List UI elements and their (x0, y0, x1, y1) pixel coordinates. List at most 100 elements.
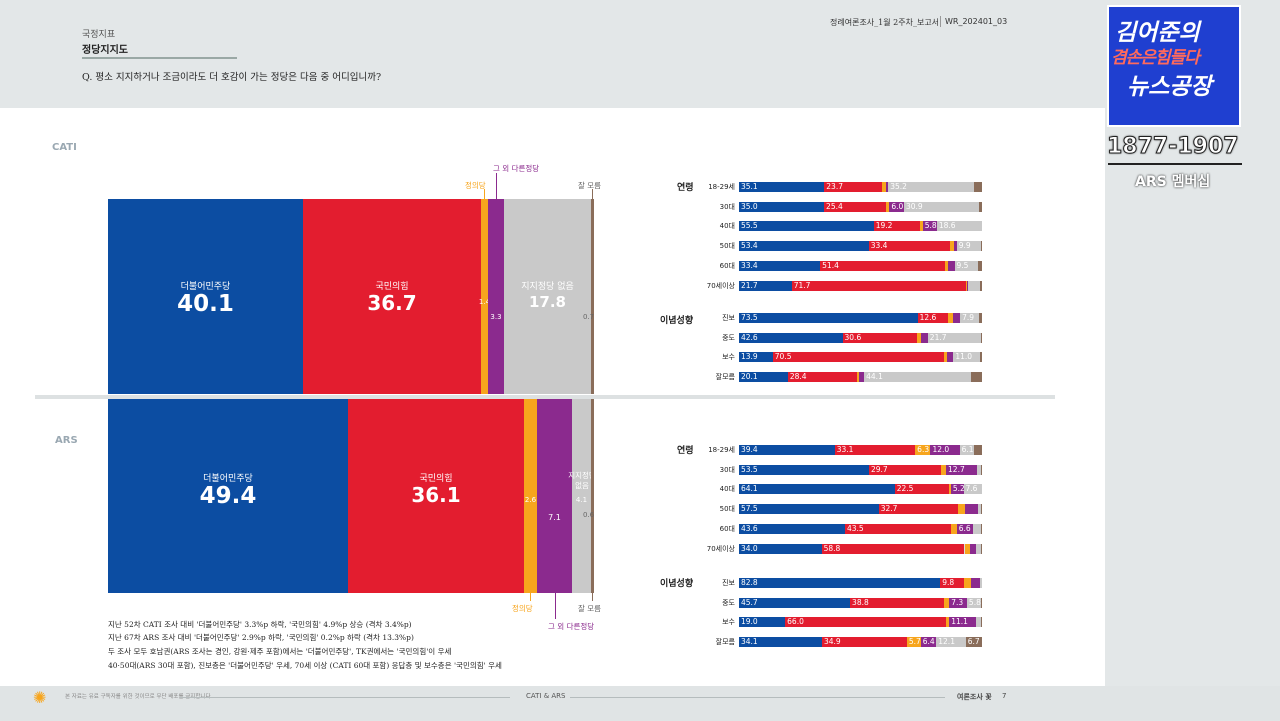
cati-age-row-bar: 35.1 23.7 35.2 (739, 182, 982, 192)
phone-number: 1877-1907 (1107, 134, 1240, 160)
logo-line1: 김어준의 (1115, 20, 1200, 46)
cati-ideology-segment (842, 333, 917, 343)
cati-section-label: CATI (52, 142, 77, 153)
ars-ideology-segment (944, 598, 950, 608)
ars-ideology-value-label: 7.3 (951, 598, 964, 607)
ars-ideology-group-label: 이념성향 (660, 579, 694, 589)
cati-ideology-segment (772, 352, 945, 362)
ars-ideology-value-label: 12.1 (938, 637, 955, 646)
note-3: 두 조사 모두 호남권(ARS 조사는 경인, 강원·제주 포함)에서는 '더불… (108, 647, 452, 656)
ars-justice-value: 2.6 (524, 496, 537, 504)
ars-age-value-label: 5.2 (952, 484, 965, 493)
cati-age-segment (945, 261, 949, 271)
cati-age-row-label: 70세이상 (706, 282, 735, 290)
cati-age-value-label: 18.6 (938, 221, 956, 230)
ars-ideology-segment (945, 617, 950, 627)
ars-ideology-segment (980, 578, 982, 588)
ars-ideology-value-label: 82.8 (741, 578, 758, 587)
cati-age-segment (980, 241, 982, 251)
ars-ideology-segment (920, 637, 937, 647)
ars-age-segment (976, 544, 981, 554)
ars-none-value: 4.1 (575, 496, 588, 504)
ars-ideology-value-label: 45.7 (741, 598, 758, 607)
ars-age-segment (834, 445, 916, 455)
cati-age-segment (739, 221, 874, 231)
cati-ideology-value-label: 73.5 (741, 313, 758, 322)
ars-age-segment (894, 484, 950, 494)
note-1: 지난 52차 CATI 조사 대비 '더불어민주당' 3.3%p 하락, '국민… (108, 620, 412, 629)
cati-age-segment (920, 221, 923, 231)
cati-age-value-label: 35.1 (741, 182, 758, 191)
cati-ideology-segment (739, 333, 843, 343)
cati-age-segment (888, 182, 974, 192)
cati-ideology-segment (948, 313, 954, 323)
cati-age-segment (739, 241, 869, 251)
ars-ideology-segment (936, 637, 966, 647)
ars-age-segment (963, 484, 982, 494)
title-underline (82, 57, 237, 59)
ars-age-segment (821, 544, 965, 554)
cati-age-value-label: 51.4 (822, 261, 839, 270)
cati-age-segment (791, 281, 966, 291)
report-code: WR_202401_03 (945, 17, 1008, 26)
ars-ideology-segment (966, 598, 982, 608)
cati-ideology-value-label: 12.6 (919, 313, 937, 322)
cati-justice-segment: 1.4 (479, 199, 490, 394)
ars-age-value-label: 58.8 (823, 544, 841, 553)
cati-ideology-value-label: 44.1 (866, 372, 883, 381)
cati-age-value-label: 19.2 (875, 221, 893, 230)
ars-age-row-bar: 34.0 58.8 (739, 544, 982, 554)
ars-dontknow-value: 0.6 (583, 511, 595, 519)
ars-other-legend: 그 외 다른정당 (548, 622, 595, 631)
ars-other-segment: 7.1 (537, 399, 572, 593)
cati-justice-legend: 정의당 (465, 181, 486, 190)
phone-underline (1108, 163, 1242, 165)
ars-age-segment (976, 465, 981, 475)
ars-ideology-value-label: 5.8 (968, 598, 981, 607)
cati-democratic-segment: 더불어민주당 40.1 (108, 199, 303, 394)
cati-age-value-label: 5.8 (924, 221, 937, 230)
survey-question: Q. 평소 지지하거나 조금이라도 더 호감이 가는 정당은 다음 중 어디입니… (82, 72, 382, 83)
footer-brand: 여론조사 꽃 (957, 693, 992, 701)
ars-democratic-segment: 더불어민주당 49.4 (108, 399, 348, 593)
page-number: 7 (1002, 692, 1007, 700)
cati-ideology-segment (953, 352, 981, 362)
ars-ideology-segment (906, 637, 921, 647)
cati-age-segment (936, 221, 982, 231)
cati-age-segment (820, 261, 946, 271)
cati-age-value-label: 35.0 (741, 202, 758, 211)
cati-ideology-segment (916, 333, 921, 343)
ars-ideology-value-label: 34.1 (741, 637, 758, 646)
cati-age-segment (885, 182, 889, 192)
ars-ideology-value-label: 34.9 (823, 637, 841, 646)
cati-ideology-row-bar: 20.1 28.4 44.1 (739, 372, 982, 382)
ars-ideology-segment (949, 598, 967, 608)
ars-ideology-row-bar: 19.0 66.0 11.1 (739, 617, 982, 627)
cati-ideology-value-label: 11.0 (955, 352, 973, 361)
cati-ideology-segment (979, 313, 982, 323)
cati-age-row-bar: 35.0 25.4 6.0 30.9 (739, 202, 982, 212)
cati-ideology-segment (927, 333, 981, 343)
ars-ideology-segment (739, 617, 786, 627)
ars-age-segment (977, 504, 981, 514)
cati-ideology-segment (859, 372, 865, 382)
cati-age-row-bar: 33.4 51.4 9.5 (739, 261, 982, 271)
logo-line2: 겸손은힘들다 (1111, 48, 1200, 68)
header-divider (940, 16, 941, 27)
cati-age-segment (739, 281, 792, 291)
ars-age-value-label: 12.0 (932, 445, 950, 454)
cati-age-row-label: 30대 (719, 203, 735, 211)
ars-ideology-value-label: 38.8 (852, 598, 869, 607)
side-band (1105, 108, 1280, 686)
cati-ppp-segment: 국민의힘 36.7 (303, 199, 481, 394)
cati-age-value-label: 6.0 (891, 202, 904, 211)
ars-age-segment (972, 524, 981, 534)
cati-ideology-group-label: 이념성향 (660, 316, 694, 326)
ars-age-segment (739, 544, 822, 554)
ars-ideology-row-label: 중도 (722, 599, 735, 607)
ars-ideology-segment (949, 617, 977, 627)
cati-ideology-row-label: 보수 (722, 353, 735, 361)
cati-age-segment (739, 182, 825, 192)
cati-ideology-segment (917, 313, 949, 323)
ars-ideology-segment (739, 598, 851, 608)
